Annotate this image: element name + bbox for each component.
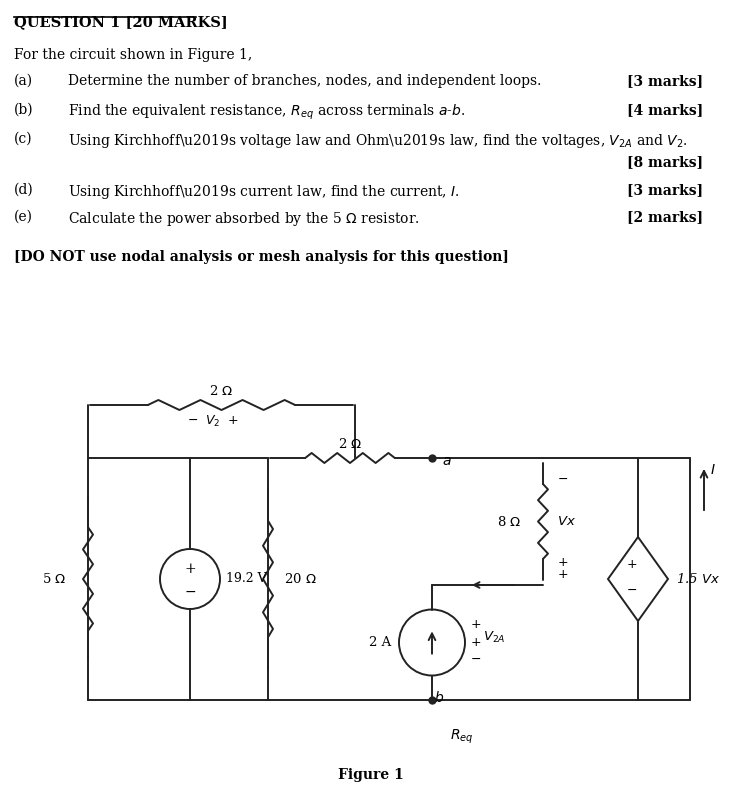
Text: [8 marks]: [8 marks]	[627, 155, 703, 169]
Text: $I$: $I$	[710, 463, 716, 477]
Text: 2 $\Omega$: 2 $\Omega$	[210, 384, 233, 398]
Text: Using Kirchhoff\u2019s current law, find the current, $I$.: Using Kirchhoff\u2019s current law, find…	[68, 183, 460, 201]
Text: Figure 1: Figure 1	[338, 768, 404, 782]
Text: (c): (c)	[14, 132, 33, 146]
Text: $+$: $+$	[470, 636, 481, 649]
Text: For the circuit shown in Figure 1,: For the circuit shown in Figure 1,	[14, 48, 253, 62]
Text: Find the equivalent resistance, $R_{eq}$ across terminals $a$-$b$.: Find the equivalent resistance, $R_{eq}$…	[68, 103, 465, 122]
Text: (e): (e)	[14, 210, 33, 224]
Text: $R_{eq}$: $R_{eq}$	[450, 728, 473, 746]
Text: (a): (a)	[14, 74, 33, 88]
Text: $a$: $a$	[442, 454, 452, 468]
Text: [3 marks]: [3 marks]	[627, 183, 703, 197]
Text: [4 marks]: [4 marks]	[627, 103, 703, 117]
Text: [2 marks]: [2 marks]	[627, 210, 703, 224]
Text: $+$: $+$	[626, 559, 637, 571]
Text: [3 marks]: [3 marks]	[627, 74, 703, 88]
Text: Using Kirchhoff\u2019s voltage law and Ohm\u2019s law, find the voltages, $V_{2A: Using Kirchhoff\u2019s voltage law and O…	[68, 132, 687, 150]
Text: $-$  $V_2$  $+$: $-$ $V_2$ $+$	[187, 413, 239, 429]
Text: $-$: $-$	[557, 472, 568, 484]
Text: $Vx$: $Vx$	[557, 515, 576, 528]
Text: [DO NOT use nodal analysis or mesh analysis for this question]: [DO NOT use nodal analysis or mesh analy…	[14, 250, 509, 264]
Text: 1.5 $Vx$: 1.5 $Vx$	[676, 572, 720, 586]
Text: 19.2 V: 19.2 V	[226, 572, 267, 586]
Text: $+$: $+$	[557, 568, 568, 582]
Text: 2 A: 2 A	[369, 636, 391, 649]
Text: +: +	[184, 562, 196, 576]
Text: $b$: $b$	[434, 690, 444, 705]
Text: $+$: $+$	[470, 618, 481, 631]
Text: QUESTION 1 [20 MARKS]: QUESTION 1 [20 MARKS]	[14, 15, 228, 29]
Text: 20 $\Omega$: 20 $\Omega$	[284, 572, 317, 586]
Text: $V_{2A}$: $V_{2A}$	[483, 630, 506, 645]
Text: 5 $\Omega$: 5 $\Omega$	[42, 572, 66, 586]
Text: $-$: $-$	[626, 583, 637, 595]
Text: $-$: $-$	[470, 652, 481, 665]
Text: $+$: $+$	[557, 556, 568, 570]
Text: 2 $\Omega$: 2 $\Omega$	[338, 437, 362, 451]
Text: $-$: $-$	[184, 584, 196, 598]
Text: (d): (d)	[14, 183, 33, 197]
Text: Calculate the power absorbed by the 5 $\Omega$ resistor.: Calculate the power absorbed by the 5 $\…	[68, 210, 420, 228]
Text: Determine the number of branches, nodes, and independent loops.: Determine the number of branches, nodes,…	[68, 74, 542, 88]
Text: (b): (b)	[14, 103, 33, 117]
Text: 8 $\Omega$: 8 $\Omega$	[497, 515, 521, 528]
